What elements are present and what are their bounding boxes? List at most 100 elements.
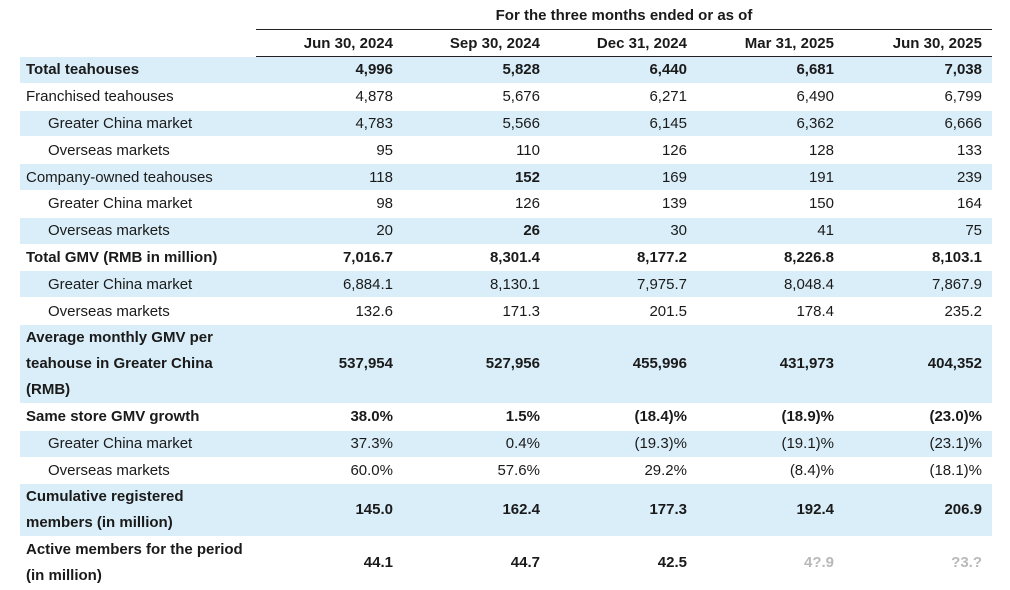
- table-cell: 8,301.4: [403, 245, 550, 272]
- table-cell: (19.1)%: [697, 430, 844, 458]
- table-cell: ?3.?: [844, 537, 992, 590]
- row-label: Cumulative registered members (in millio…: [20, 484, 256, 538]
- table-cell: 57.6%: [403, 458, 550, 485]
- table-cell: 201.5: [550, 298, 697, 325]
- table-cell: 98: [256, 191, 403, 218]
- table-cell: 37.3%: [256, 430, 403, 458]
- table-row: Total GMV (RMB in million) 7,016.7 8,301…: [20, 245, 992, 272]
- table-cell: 191: [697, 164, 844, 191]
- table-cell: 75: [844, 217, 992, 245]
- table-cell: 171.3: [403, 298, 550, 325]
- table-cell: 8,130.1: [403, 271, 550, 299]
- table-cell: 8,048.4: [697, 271, 844, 299]
- table-cell: 4?.9: [697, 537, 844, 590]
- table-cell: 132.6: [256, 298, 403, 325]
- table-row: Greater China market 6,884.1 8,130.1 7,9…: [20, 271, 992, 299]
- table-cell: 44.7: [403, 537, 550, 590]
- row-label: Greater China market: [20, 271, 256, 299]
- table-cell: 0.4%: [403, 430, 550, 458]
- row-label: Average monthly GMV per teahouse in Grea…: [20, 324, 256, 404]
- row-label: Overseas markets: [20, 298, 256, 325]
- row-label: Company-owned teahouses: [20, 164, 256, 191]
- table-cell: 7,867.9: [844, 271, 992, 299]
- period-title: For the three months ended or as of: [495, 7, 753, 24]
- table-cell: 4,783: [256, 110, 403, 138]
- table-cell: 110: [403, 137, 550, 165]
- table-cell: 8,103.1: [844, 245, 992, 272]
- table-row: Company-owned teahouses 118 152 169 191 …: [20, 164, 992, 191]
- table-cell: 38.0%: [256, 404, 403, 431]
- table-cell: 6,490: [697, 84, 844, 111]
- row-label: Greater China market: [20, 110, 256, 138]
- row-label: Active members for the period (in millio…: [20, 537, 256, 590]
- table-row: Overseas markets 20 26 30 41 75: [20, 217, 992, 245]
- table-cell: 455,996: [550, 324, 697, 404]
- table-cell: 6,884.1: [256, 271, 403, 299]
- table-cell: 8,226.8: [697, 245, 844, 272]
- row-label: Greater China market: [20, 191, 256, 218]
- table-row: Average monthly GMV per teahouse in Grea…: [20, 324, 992, 404]
- table-cell: 5,676: [403, 84, 550, 111]
- operating-metrics-document: For the three months ended or as of Jun …: [20, 0, 992, 590]
- table-row: Cumulative registered members (in millio…: [20, 484, 992, 538]
- column-header: Sep 30, 2024: [403, 30, 550, 57]
- operating-metrics-table: Jun 30, 2024 Sep 30, 2024 Dec 31, 2024 M…: [20, 30, 992, 590]
- table-cell: 6,145: [550, 110, 697, 138]
- table-cell: 133: [844, 137, 992, 165]
- table-cell: 8,177.2: [550, 245, 697, 272]
- table-cell: 235.2: [844, 298, 992, 325]
- table-cell: 4,878: [256, 84, 403, 111]
- table-cell: (18.9)%: [697, 404, 844, 431]
- row-label: Franchised teahouses: [20, 84, 256, 111]
- table-cell: 44.1: [256, 537, 403, 590]
- table-row: Overseas markets 95 110 126 128 133: [20, 137, 992, 165]
- table-cell: 26: [403, 217, 550, 245]
- row-label: Greater China market: [20, 430, 256, 458]
- row-label: Same store GMV growth: [20, 404, 256, 431]
- table-cell: 152: [403, 164, 550, 191]
- table-cell: (18.4)%: [550, 404, 697, 431]
- table-cell: (23.0)%: [844, 404, 992, 431]
- table-cell: (8.4)%: [697, 458, 844, 485]
- table-cell: 126: [550, 137, 697, 165]
- table-row: Active members for the period (in millio…: [20, 537, 992, 590]
- table-cell: 404,352: [844, 324, 992, 404]
- table-row: Franchised teahouses 4,878 5,676 6,271 6…: [20, 84, 992, 111]
- table-cell: 1.5%: [403, 404, 550, 431]
- row-label: Overseas markets: [20, 137, 256, 165]
- table-cell: 537,954: [256, 324, 403, 404]
- period-header: For the three months ended or as of: [20, 0, 992, 30]
- table-cell: 431,973: [697, 324, 844, 404]
- column-header: Mar 31, 2025: [697, 30, 844, 57]
- table-cell: 42.5: [550, 537, 697, 590]
- table-row: Same store GMV growth 38.0% 1.5% (18.4)%…: [20, 404, 992, 431]
- table-cell: 7,038: [844, 57, 992, 84]
- table-cell: 164: [844, 191, 992, 218]
- table-row: Overseas markets 60.0% 57.6% 29.2% (8.4)…: [20, 458, 992, 485]
- table-cell: 6,362: [697, 110, 844, 138]
- column-header: Dec 31, 2024: [550, 30, 697, 57]
- period-header-rule: [256, 29, 992, 30]
- row-label: Overseas markets: [20, 217, 256, 245]
- table-cell: 150: [697, 191, 844, 218]
- table-cell: 20: [256, 217, 403, 245]
- table-cell: 527,956: [403, 324, 550, 404]
- table-cell: 7,975.7: [550, 271, 697, 299]
- table-cell: 4,996: [256, 57, 403, 84]
- table-cell: 162.4: [403, 484, 550, 538]
- table-cell: 239: [844, 164, 992, 191]
- table-cell: 6,799: [844, 84, 992, 111]
- table-row: Greater China market 98 126 139 150 164: [20, 191, 992, 218]
- table-cell: 178.4: [697, 298, 844, 325]
- table-cell: 95: [256, 137, 403, 165]
- table-cell: 169: [550, 164, 697, 191]
- table-cell: 145.0: [256, 484, 403, 538]
- table-cell: 139: [550, 191, 697, 218]
- table-row: Total teahouses 4,996 5,828 6,440 6,681 …: [20, 57, 992, 84]
- column-header: Jun 30, 2025: [844, 30, 992, 57]
- table-cell: 128: [697, 137, 844, 165]
- table-cell: 7,016.7: [256, 245, 403, 272]
- table-cell: 177.3: [550, 484, 697, 538]
- column-header: Jun 30, 2024: [256, 30, 403, 57]
- table-cell: 206.9: [844, 484, 992, 538]
